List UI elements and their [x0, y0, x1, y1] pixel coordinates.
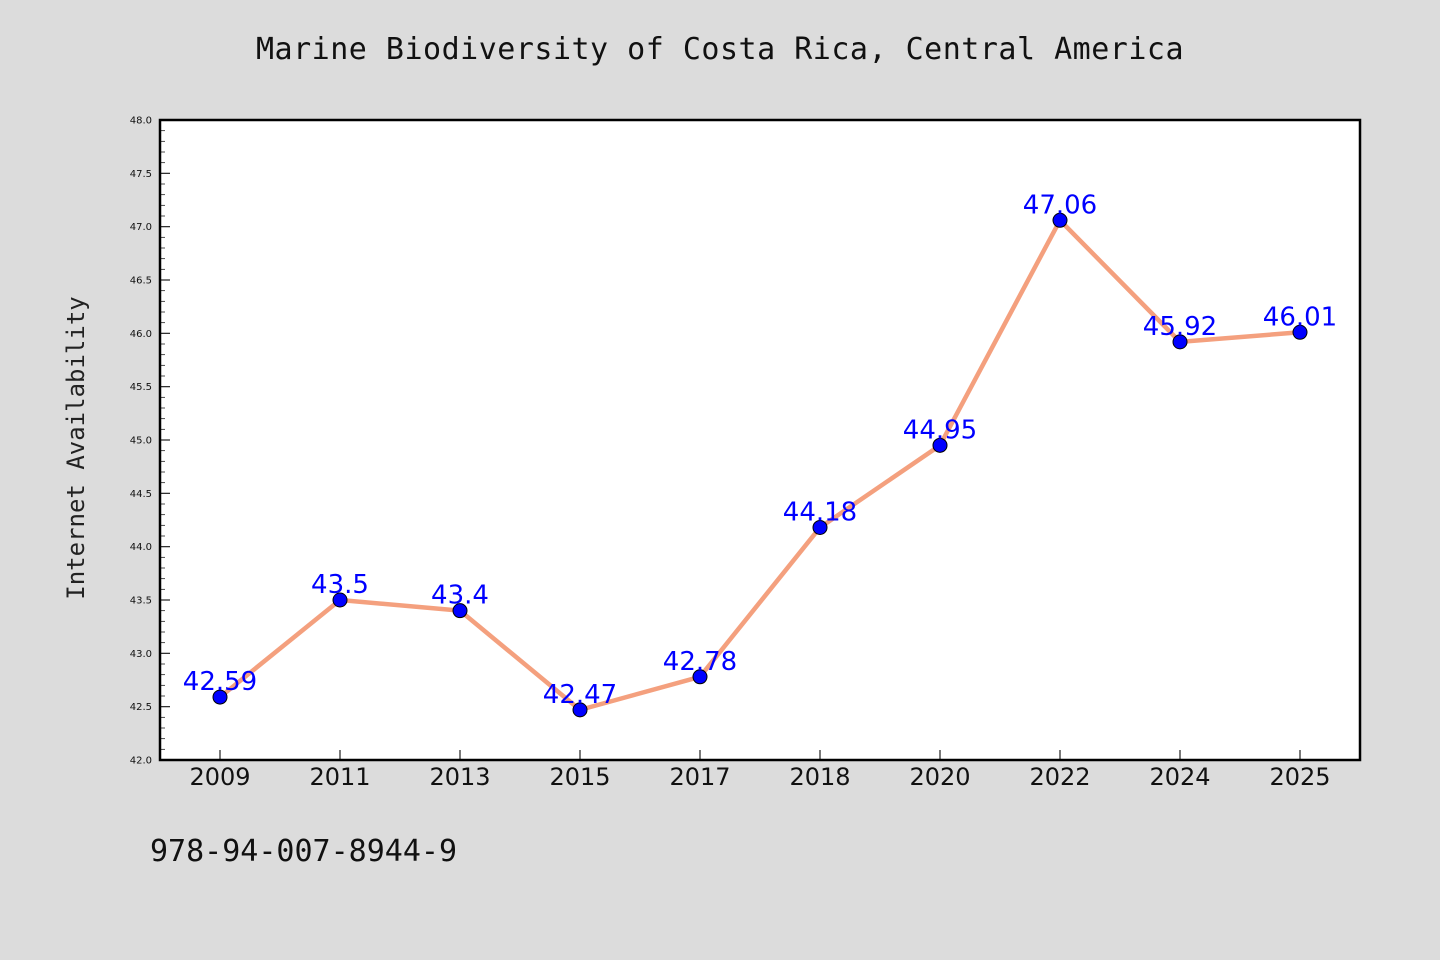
data-label: 42.47 [543, 680, 617, 710]
x-tick-label: 2025 [1269, 763, 1330, 791]
data-labels: 42.59 43.5 43.4 42.47 42.78 44.18 44.95 47.06 45… [183, 190, 1337, 710]
data-label: 43.4 [431, 581, 489, 611]
x-tick-label: 2013 [429, 763, 490, 791]
y-tick-label: 44.0 [130, 542, 152, 553]
series-line [218, 218, 1301, 713]
data-label: 46.01 [1263, 302, 1337, 332]
data-point [1292, 324, 1308, 340]
y-tick-label: 43.5 [130, 596, 152, 607]
x-tick-label: 2022 [1029, 763, 1090, 791]
data-label: 47.06 [1023, 190, 1097, 220]
data-label: 44.95 [903, 415, 977, 445]
data-point [452, 603, 468, 619]
x-tick-label: 2015 [549, 763, 610, 791]
y-tick-label: 42.5 [130, 702, 152, 713]
x-tick-label: 2020 [909, 763, 970, 791]
data-label: 42.78 [663, 647, 737, 677]
data-label: 43.5 [311, 570, 369, 600]
x-tick-label: 2011 [309, 763, 370, 791]
plot-area [160, 120, 1360, 760]
y-tick-label: 43.0 [130, 649, 152, 660]
data-point [572, 702, 588, 718]
data-label: 44.18 [783, 497, 857, 527]
data-point [812, 519, 828, 535]
y-tick-label: 48.0 [130, 116, 152, 127]
data-label: 45.92 [1143, 312, 1217, 342]
y-tick-label: 45.5 [130, 382, 152, 393]
x-tick-label: 2009 [189, 763, 250, 791]
x-axis: 2009 2011 2013 2015 2017 2018 2020 2022 2024 2025 [189, 750, 1331, 791]
y-axis: 42.0 42.5 43.0 43.5 44.0 44.5 45.0 45.5 46.0 46.5… [130, 116, 170, 767]
y-tick-label: 46.0 [130, 329, 152, 340]
x-tick-label: 2024 [1149, 763, 1210, 791]
x-tick-label: 2018 [789, 763, 850, 791]
data-point [1172, 334, 1188, 350]
data-point [932, 437, 948, 453]
y-tick-label: 45.0 [130, 436, 152, 447]
isbn-code: 978-94-007-8944-9 [150, 834, 458, 869]
y-tick-label: 47.5 [130, 169, 152, 180]
y-tick-label: 42.0 [130, 756, 152, 767]
y-tick-label: 44.5 [130, 489, 152, 500]
data-point [212, 689, 228, 705]
y-tick-label: 46.5 [130, 276, 152, 287]
data-point [692, 669, 708, 685]
x-tick-label: 2017 [669, 763, 730, 791]
data-point [332, 592, 348, 608]
chart-title: Marine Biodiversity of Costa Rica, Centr… [255, 32, 1185, 67]
plot-frame [158, 118, 1362, 762]
data-label: 42.59 [183, 667, 257, 697]
y-tick-label: 47.0 [130, 222, 152, 233]
data-points [212, 212, 1308, 718]
data-point [1052, 212, 1068, 228]
